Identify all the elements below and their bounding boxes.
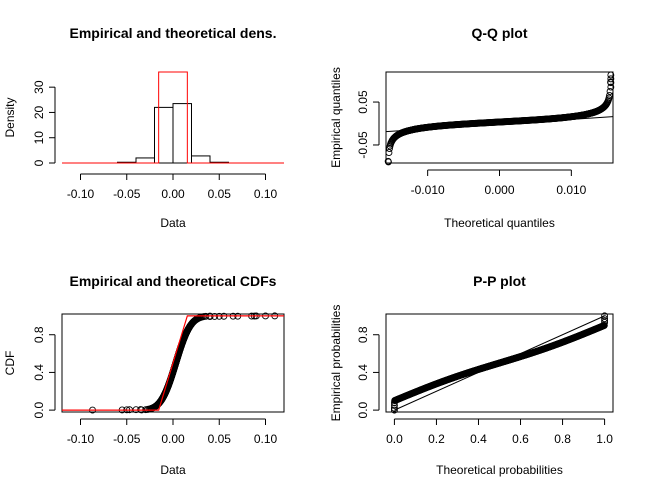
- density-panel: Empirical and theoretical dens. Data Densi…: [3, 25, 284, 230]
- histogram-bar: [172, 103, 192, 164]
- qq-panel: Q-Q plot Theoretical quantiles Empirical q…: [329, 25, 615, 230]
- y-tick-label: -0.05: [356, 131, 370, 159]
- qq-point: [605, 94, 613, 102]
- ecdf-point: [206, 313, 214, 320]
- x-axis-label: Data: [160, 463, 186, 477]
- pp-point: [390, 399, 398, 407]
- y-tick-label: 0.8: [32, 326, 46, 343]
- y-tick-label: 0: [32, 159, 46, 166]
- y-tick-label: 0.4: [32, 364, 46, 381]
- y-axis-label: Density: [3, 97, 17, 137]
- x-tick-label: 0.4: [470, 432, 487, 446]
- x-tick-label: 0.010: [556, 183, 586, 197]
- pp-point: [601, 317, 609, 325]
- x-tick-label: 0.00: [161, 432, 185, 446]
- fitted-cdf-line: [62, 315, 284, 411]
- y-axis-label: Empirical quantiles: [329, 67, 343, 168]
- x-tick-label: 0.0: [386, 432, 403, 446]
- y-tick-label: 30: [32, 80, 46, 94]
- qq-point: [385, 149, 393, 157]
- y-axis-label: Empirical probabilities: [329, 305, 343, 422]
- y-tick-label: 0.8: [356, 326, 370, 343]
- x-tick-label: 0.05: [208, 187, 232, 201]
- qq-point: [607, 83, 615, 91]
- pp-point: [601, 312, 609, 320]
- x-axis-label: Theoretical quantiles: [444, 216, 555, 230]
- x-tick-label: 0.00: [161, 187, 185, 201]
- pp-point: [601, 319, 609, 326]
- qq-point: [607, 75, 615, 83]
- pp-point: [601, 315, 609, 323]
- y-axis-label: CDF: [3, 351, 17, 376]
- qq-point: [607, 79, 615, 87]
- qq-point: [384, 157, 392, 165]
- fitted-density-line: [62, 71, 284, 164]
- chart-title: P-P plot: [473, 273, 526, 289]
- y-tick-label: 0.0: [356, 401, 370, 418]
- y-tick-label: 0.4: [356, 364, 370, 381]
- x-tick-label: -0.10: [67, 432, 95, 446]
- qq-point: [607, 71, 615, 79]
- pp-reference-line: [394, 315, 605, 411]
- chart-title: Empirical and theoretical CDFs: [70, 273, 277, 289]
- qq-point: [606, 87, 614, 95]
- x-tick-label: 0.000: [484, 183, 514, 197]
- x-tick-label: 0.8: [554, 432, 571, 446]
- x-tick-label: -0.05: [113, 432, 141, 446]
- chart-title: Q-Q plot: [472, 25, 528, 41]
- x-tick-label: 0.10: [254, 187, 278, 201]
- x-tick-label: 0.05: [208, 432, 232, 446]
- x-tick-label: -0.05: [113, 187, 141, 201]
- cdf-panel: Empirical and theoretical CDFs Data CDF -0.…: [3, 273, 285, 477]
- x-tick-label: 0.2: [428, 432, 445, 446]
- x-axis-label: Data: [160, 216, 186, 230]
- y-tick-label: 20: [32, 105, 46, 119]
- chart-title: Empirical and theoretical dens.: [70, 25, 277, 41]
- qq-points: [384, 71, 615, 166]
- plot-box: [385, 313, 614, 413]
- plot-box: [385, 71, 614, 164]
- x-tick-label: -0.010: [411, 183, 445, 197]
- histogram-bar: [154, 106, 174, 164]
- pp-point: [600, 321, 608, 329]
- plot-box: [61, 313, 285, 413]
- histogram-bar: [135, 157, 155, 164]
- x-axis-label: Theoretical probabilities: [436, 463, 563, 477]
- y-tick-label: 0.05: [356, 90, 370, 114]
- x-tick-label: -0.10: [67, 187, 95, 201]
- qq-reference-line: [385, 116, 614, 133]
- x-tick-label: 0.6: [512, 432, 529, 446]
- pp-panel: P-P plot Theoretical probabilities Empiric…: [329, 273, 614, 477]
- x-tick-label: 1.0: [596, 432, 613, 446]
- qq-point: [606, 92, 613, 99]
- pp-points: [390, 312, 609, 414]
- y-tick-label: 0.0: [32, 401, 46, 418]
- pp-point: [390, 401, 398, 409]
- histogram-bar: [191, 155, 211, 164]
- pp-point: [390, 406, 398, 414]
- x-tick-label: 0.10: [254, 432, 278, 446]
- y-tick-label: 10: [32, 131, 46, 145]
